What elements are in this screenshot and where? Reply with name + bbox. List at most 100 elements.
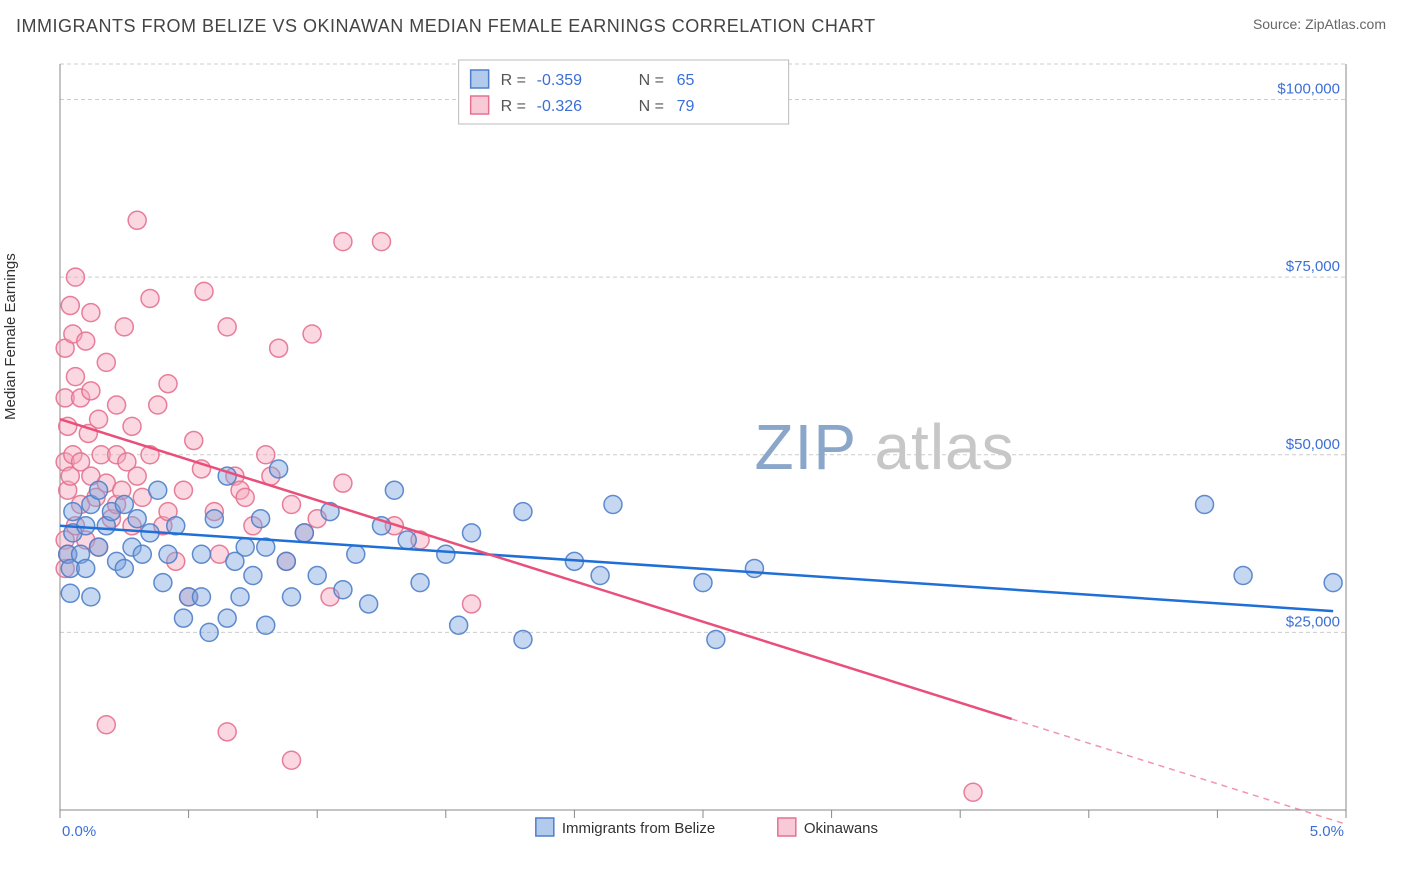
scatter-point [115,318,133,336]
legend-swatch [536,818,554,836]
scatter-point [694,574,712,592]
scatter-point [128,211,146,229]
scatter-point [61,297,79,315]
scatter-point [61,584,79,602]
scatter-point [149,481,167,499]
scatter-point [77,559,95,577]
chart-svg: $25,000$50,000$75,000$100,0000.0%5.0%ZIP… [50,50,1386,840]
scatter-point [66,268,84,286]
scatter-point [244,567,262,585]
scatter-point [133,545,151,563]
scatter-point [745,559,763,577]
scatter-point [90,410,108,428]
scatter-point [347,545,365,563]
scatter-point [82,304,100,322]
scatter-point [128,467,146,485]
trend-line [60,419,1012,719]
scatter-point [1196,495,1214,513]
watermark: atlas [874,411,1014,483]
trend-line-dashed [1012,719,1346,824]
scatter-point [1324,574,1342,592]
scatter-point [270,339,288,357]
scatter-point [1234,567,1252,585]
scatter-point [149,396,167,414]
scatter-point [97,716,115,734]
scatter-point [604,495,622,513]
scatter-point [115,559,133,577]
scatter-point [282,588,300,606]
x-tick-label-start: 0.0% [62,823,96,840]
source-label: Source: ZipAtlas.com [1253,16,1386,32]
scatter-point [373,233,391,251]
scatter-point [282,751,300,769]
scatter-point [123,417,141,435]
y-tick-label: $25,000 [1286,613,1340,630]
legend-swatch [471,70,489,88]
scatter-point [218,318,236,336]
scatter-point [174,481,192,499]
scatter-point [964,783,982,801]
legend-r-label: R = [501,72,526,89]
scatter-point [437,545,455,563]
scatter-point [82,588,100,606]
scatter-point [707,630,725,648]
scatter-point [252,510,270,528]
scatter-point [463,595,481,613]
scatter-point [128,510,146,528]
legend-n-label: N = [639,72,664,89]
legend-r-value: -0.359 [537,72,582,89]
scatter-point [205,510,223,528]
scatter-point [334,581,352,599]
scatter-point [97,353,115,371]
scatter-point [77,332,95,350]
scatter-point [282,495,300,513]
scatter-point [231,588,249,606]
scatter-point [236,488,254,506]
scatter-point [108,396,126,414]
legend-n-label: N = [639,98,664,115]
scatter-point [174,609,192,627]
legend-swatch [471,96,489,114]
watermark: ZIP [754,411,857,483]
scatter-point [192,588,210,606]
y-axis-label: Median Female Earnings [2,253,19,420]
legend-series-label: Immigrants from Belize [562,820,715,837]
legend-series-label: Okinawans [804,820,878,837]
scatter-point [90,538,108,556]
scatter-point [591,567,609,585]
scatter-point [64,503,82,521]
correlation-chart: $25,000$50,000$75,000$100,0000.0%5.0%ZIP… [50,50,1386,840]
scatter-point [270,460,288,478]
x-tick-label-end: 5.0% [1310,823,1344,840]
scatter-point [385,481,403,499]
scatter-point [141,289,159,307]
scatter-point [514,630,532,648]
scatter-point [514,503,532,521]
scatter-point [303,325,321,343]
scatter-point [236,538,254,556]
chart-title: IMMIGRANTS FROM BELIZE VS OKINAWAN MEDIA… [16,16,876,37]
legend-r-label: R = [501,98,526,115]
scatter-point [154,574,172,592]
scatter-point [360,595,378,613]
scatter-point [185,432,203,450]
scatter-point [192,545,210,563]
scatter-point [411,574,429,592]
scatter-point [195,282,213,300]
scatter-point [115,495,133,513]
scatter-point [463,524,481,542]
scatter-point [334,233,352,251]
y-tick-label: $100,000 [1277,81,1340,98]
legend-r-value: -0.326 [537,98,582,115]
scatter-point [334,474,352,492]
scatter-point [257,446,275,464]
scatter-point [159,375,177,393]
scatter-point [82,382,100,400]
scatter-point [218,609,236,627]
scatter-point [277,552,295,570]
scatter-point [308,567,326,585]
scatter-point [90,481,108,499]
legend-n-value: 79 [677,98,695,115]
scatter-point [159,545,177,563]
scatter-point [77,517,95,535]
